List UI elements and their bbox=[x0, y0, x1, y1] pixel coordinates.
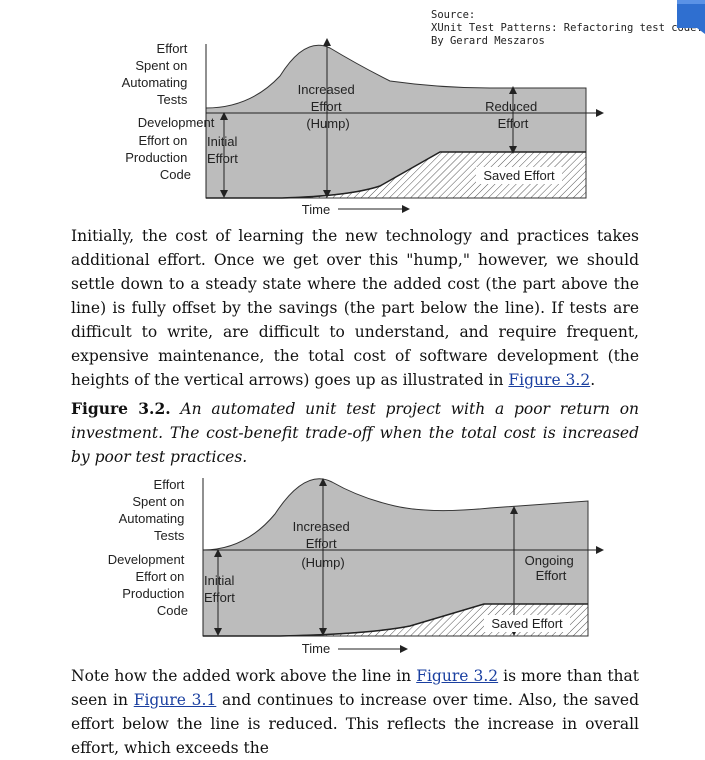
svg-text:Initial Effort: Initial Effort bbox=[207, 134, 241, 166]
axis-label-line: Spent on bbox=[132, 494, 184, 509]
svg-text:Initial Effort: Initial Effort bbox=[204, 573, 238, 605]
figure-caption: Figure 3.2. An automated unit test proje… bbox=[71, 397, 639, 469]
svg-text:Reduced Effort: Reduced Effort bbox=[485, 99, 541, 131]
axis-label-line: Development bbox=[108, 552, 185, 567]
paragraph-tail: . bbox=[590, 371, 596, 389]
figure-3-2-diagram: Effort Spent on Automating Tests Develop… bbox=[70, 474, 640, 662]
caption-label: Figure 3.2. bbox=[71, 399, 171, 418]
axis-label-line: Effort bbox=[157, 41, 188, 56]
axis-label-line: Production bbox=[125, 150, 187, 165]
axis-label-line: Tests bbox=[154, 528, 185, 543]
axis-label-line: Effort on bbox=[135, 569, 184, 584]
figure-3-1-link[interactable]: Figure 3.1 bbox=[133, 691, 217, 709]
axis-label-line: Effort bbox=[154, 477, 185, 492]
hump-label: Effort bbox=[306, 536, 337, 551]
caption-text: An automated unit test project with a po… bbox=[71, 400, 640, 466]
source-note: Source: XUnit Test Patterns: Refactoring… bbox=[431, 9, 703, 48]
figure-3-2-link[interactable]: Figure 3.2 bbox=[416, 667, 499, 685]
source-author: By Gerard Meszaros bbox=[431, 35, 545, 47]
reduced-effort-label: Reduced bbox=[485, 99, 537, 114]
axis-label-line: Code bbox=[157, 603, 188, 618]
ongoing-effort-label: Ongoing bbox=[525, 553, 574, 568]
hump-label: Increased bbox=[298, 82, 355, 97]
paragraph-text: Initially, the cost of learning the new … bbox=[71, 227, 639, 389]
source-title: XUnit Test Patterns: Refactoring test co… bbox=[431, 22, 703, 34]
svg-text:Ongoing Effort: Ongoing Effort bbox=[525, 553, 578, 583]
initial-effort-label: Effort bbox=[207, 151, 238, 166]
svg-text:Increased Effort (: Increased Effort (Hump) bbox=[298, 82, 359, 131]
effort-region bbox=[202, 478, 589, 637]
paragraph-text: is more than that seen in bbox=[71, 667, 639, 709]
axis-label-line: Code bbox=[160, 167, 191, 182]
reduced-effort-label: Effort bbox=[498, 116, 529, 131]
svg-text:Effort Spent on Au: Effort Spent on Automating Tests Develop… bbox=[122, 41, 218, 182]
axis-label-line: Tests bbox=[157, 92, 188, 107]
paragraph-text: Note how the added work above the line i… bbox=[71, 667, 417, 685]
hump-label: (Hump) bbox=[306, 116, 349, 131]
initial-effort-label: Effort bbox=[204, 590, 235, 605]
axis-label-line: Effort on bbox=[138, 133, 187, 148]
axis-label-line: Automating bbox=[122, 75, 188, 90]
bookmark-icon[interactable] bbox=[675, 0, 705, 34]
ongoing-effort-label: Effort bbox=[536, 568, 567, 583]
hump-label: Increased bbox=[293, 519, 350, 534]
axis-label-line: Development bbox=[138, 115, 215, 130]
figure-3-2-link[interactable]: Figure 3.2 bbox=[508, 371, 591, 389]
svg-text:Effort Spent on Au: Effort Spent on Automating Tests Develop… bbox=[108, 477, 188, 618]
source-label: Source: bbox=[431, 9, 476, 21]
body-paragraph: Note how the added work above the line i… bbox=[71, 664, 639, 760]
hump-label: Effort bbox=[311, 99, 342, 114]
axis-label-line: Spent on bbox=[135, 58, 187, 73]
axis-label-line: Production bbox=[122, 586, 184, 601]
saved-effort-label: Saved Effort bbox=[483, 168, 555, 183]
paragraph-text: and continues to increase over time. Als… bbox=[71, 691, 639, 757]
initial-effort-label: Initial bbox=[204, 573, 234, 588]
figure-3-1-diagram: Effort Spent on Automating Tests Develop… bbox=[70, 36, 640, 224]
time-label: Time bbox=[302, 641, 330, 656]
saved-effort-label: Saved Effort bbox=[491, 616, 563, 631]
axis-label-line: Automating bbox=[119, 511, 185, 526]
hump-label: (Hump) bbox=[301, 555, 344, 570]
initial-effort-label: Initial bbox=[207, 134, 237, 149]
svg-text:Increased Effort (: Increased Effort (Hump) bbox=[293, 519, 354, 570]
body-paragraph: Initially, the cost of learning the new … bbox=[71, 224, 639, 392]
time-label: Time bbox=[302, 202, 330, 217]
